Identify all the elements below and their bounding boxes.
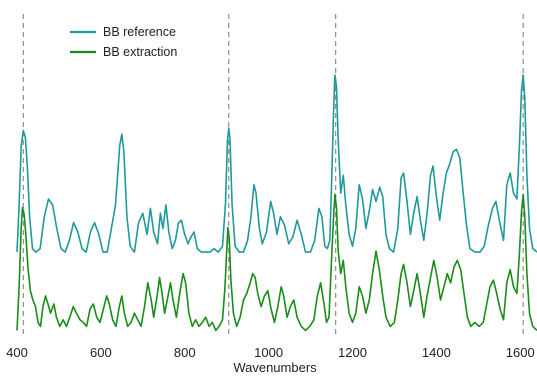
reference-dashed-lines	[22, 14, 524, 338]
series-line-bb-reference	[16, 74, 537, 253]
x-axis-ticks: 400 600 800 1000 1200 1400 1600	[6, 345, 535, 360]
x-axis-label: Wavenumbers	[233, 360, 317, 375]
x-tick-label: 400	[6, 345, 28, 360]
x-tick-label: 1400	[422, 345, 451, 360]
legend-label-bb-reference: BB reference	[103, 25, 176, 39]
x-tick-label: 1200	[338, 345, 367, 360]
x-tick-label: 1600	[506, 345, 535, 360]
x-tick-label: 800	[174, 345, 196, 360]
series-lines	[16, 74, 537, 332]
series-line-bb-extraction	[16, 193, 537, 332]
legend-label-bb-extraction: BB extraction	[103, 45, 177, 59]
x-tick-label: 600	[90, 345, 112, 360]
legend: BB reference BB extraction	[70, 25, 177, 59]
x-tick-label: 1000	[254, 345, 283, 360]
